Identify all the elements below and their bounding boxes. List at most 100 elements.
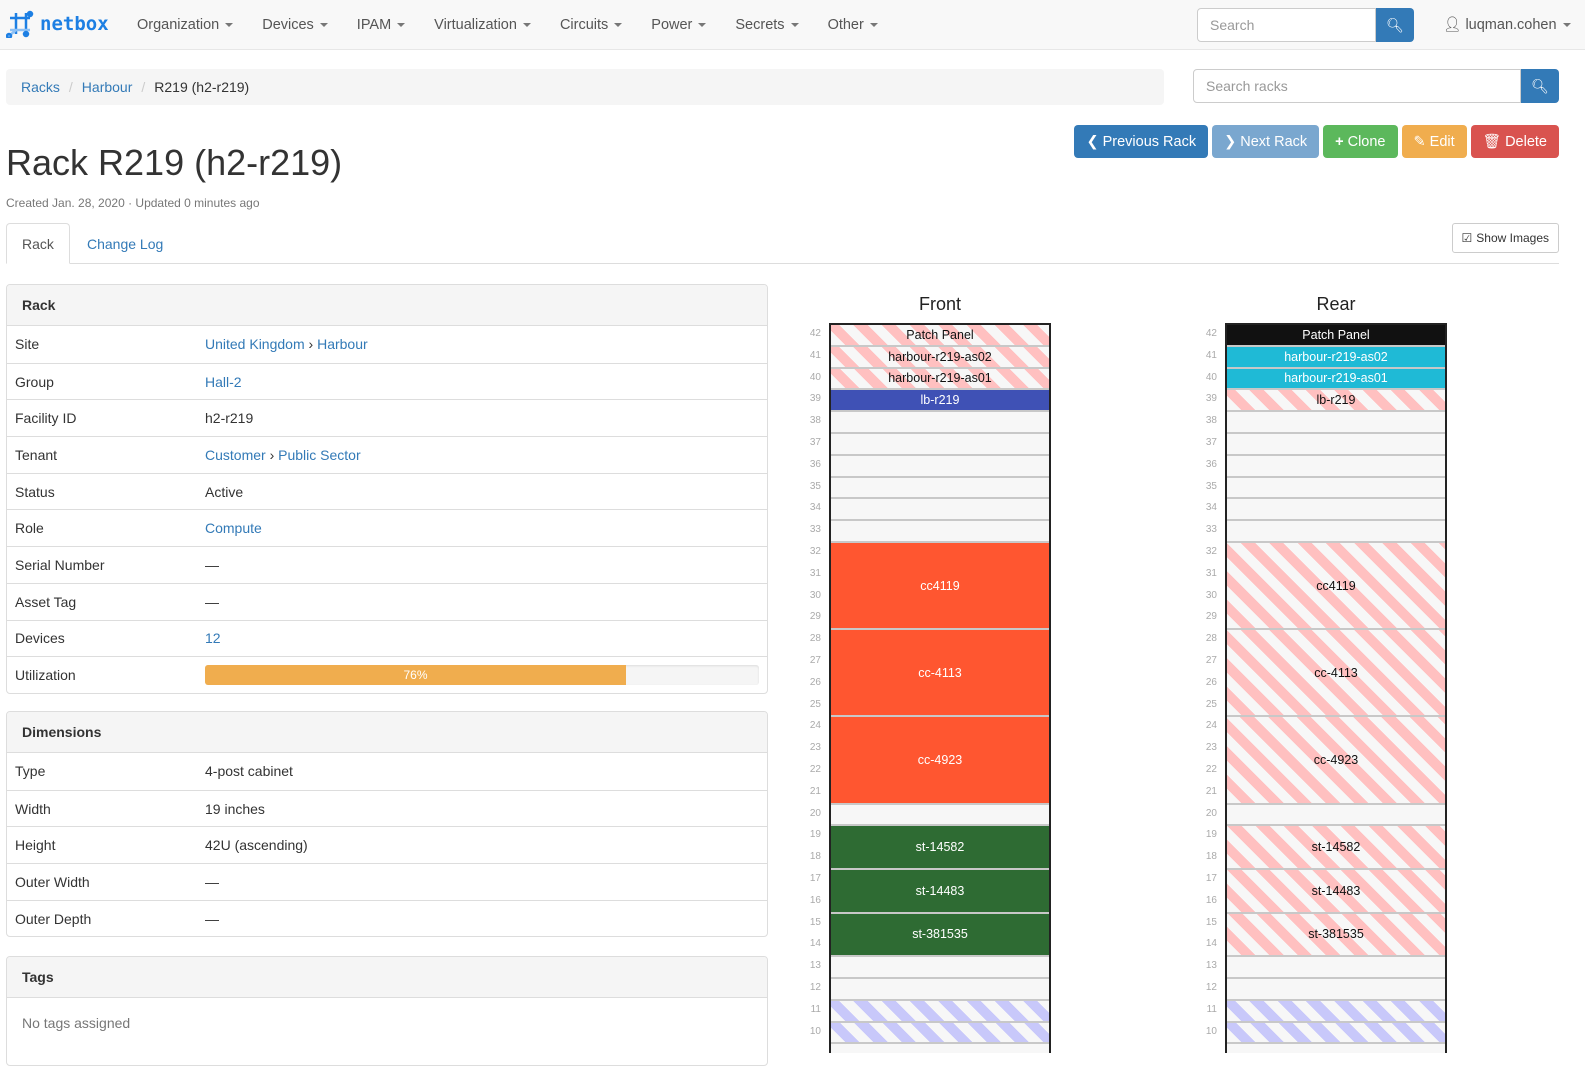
device-label: lb-r219 bbox=[920, 393, 960, 408]
empty-unit[interactable] bbox=[831, 478, 1049, 500]
next-rack-label: Next Rack bbox=[1240, 133, 1308, 150]
site-link[interactable]: Harbour bbox=[317, 336, 368, 353]
attr-label: Status bbox=[15, 483, 55, 500]
rack-device[interactable]: harbour-r219-as02 bbox=[1227, 346, 1445, 369]
unit-number: 19 bbox=[1205, 829, 1217, 841]
unit-number: 35 bbox=[809, 480, 821, 492]
netbox-logo[interactable]: netbox bbox=[6, 10, 109, 38]
empty-unit[interactable] bbox=[831, 805, 1049, 827]
attr-label: Site bbox=[15, 336, 40, 353]
unit-number: 38 bbox=[809, 415, 821, 427]
reserved-unit[interactable] bbox=[1227, 1022, 1445, 1045]
breadcrumb-site[interactable]: Harbour bbox=[81, 79, 133, 95]
tab-rack[interactable]: Rack bbox=[6, 223, 70, 264]
unit-number: 20 bbox=[809, 807, 821, 819]
empty-unit[interactable] bbox=[831, 957, 1049, 979]
delete-button[interactable]: 🗑︎ Delete bbox=[1470, 125, 1559, 158]
device-label: cc-4113 bbox=[918, 665, 962, 680]
menu-circuits[interactable]: Circuits bbox=[560, 17, 623, 33]
unit-number: 25 bbox=[1205, 698, 1217, 710]
empty-unit[interactable] bbox=[831, 412, 1049, 434]
rack-device[interactable]: Patch Panel bbox=[831, 325, 1049, 347]
show-images-button[interactable]: ☑ Show Images bbox=[1451, 223, 1559, 253]
empty-unit[interactable] bbox=[1227, 412, 1445, 434]
edit-label: Edit bbox=[1429, 133, 1455, 150]
rack-device[interactable]: harbour-r219-as01 bbox=[831, 368, 1049, 391]
rack-device[interactable]: cc-4923 bbox=[831, 717, 1049, 805]
rack-attributes: Site United Kingdom › Harbour Group Hall-2… bbox=[7, 326, 767, 693]
unit-number: 21 bbox=[1205, 785, 1217, 797]
search-icon: 🔍︎ bbox=[1531, 77, 1549, 94]
unit-number: 33 bbox=[1205, 524, 1217, 536]
empty-unit[interactable] bbox=[1227, 979, 1445, 1001]
edit-button[interactable]: ✎ Edit bbox=[1401, 125, 1467, 158]
menu-other[interactable]: Other bbox=[828, 17, 878, 33]
unit-number: 28 bbox=[809, 633, 821, 645]
empty-unit[interactable] bbox=[1227, 478, 1445, 500]
tab-change-log[interactable]: Change Log bbox=[87, 235, 164, 252]
empty-unit[interactable] bbox=[831, 499, 1049, 522]
rack-device[interactable]: cc4119 bbox=[1227, 543, 1445, 631]
empty-unit[interactable] bbox=[1227, 957, 1445, 979]
rack-device[interactable]: st-14483 bbox=[1227, 870, 1445, 914]
delete-label: Delete bbox=[1505, 133, 1547, 150]
reserved-unit[interactable] bbox=[831, 1000, 1049, 1023]
rack-device[interactable]: st-381535 bbox=[1227, 913, 1445, 958]
reserved-unit[interactable] bbox=[1227, 1000, 1445, 1023]
rack-device[interactable]: st-381535 bbox=[831, 913, 1049, 958]
clone-button[interactable]: + Clone bbox=[1323, 125, 1398, 158]
user-menu[interactable]: 👤︎ luqman.cohen bbox=[1443, 16, 1571, 33]
empty-unit[interactable] bbox=[1227, 434, 1445, 456]
breadcrumb-racks[interactable]: Racks bbox=[21, 79, 60, 95]
empty-unit[interactable] bbox=[1227, 805, 1445, 827]
rack-device[interactable]: st-14483 bbox=[831, 870, 1049, 914]
menu-devices[interactable]: Devices bbox=[262, 17, 328, 33]
reserved-unit[interactable] bbox=[831, 1022, 1049, 1045]
table-row: Facility ID h2-r219 bbox=[7, 399, 767, 436]
rack-device[interactable]: cc-4113 bbox=[1227, 630, 1445, 718]
rack-device[interactable]: st-14582 bbox=[1227, 826, 1445, 870]
rack-device[interactable]: st-14582 bbox=[831, 826, 1049, 870]
caret-down-icon bbox=[319, 23, 328, 28]
devices-link[interactable]: 12 bbox=[205, 630, 221, 647]
previous-rack-button[interactable]: ❮ Previous Rack bbox=[1074, 125, 1209, 158]
rack-device[interactable]: harbour-r219-as02 bbox=[831, 346, 1049, 369]
rack-device[interactable]: lb-r219 bbox=[831, 390, 1049, 413]
rack-search-button[interactable]: 🔍︎ bbox=[1521, 69, 1559, 103]
rack-device[interactable]: Patch Panel bbox=[1227, 325, 1445, 347]
tenant-group-link[interactable]: Customer bbox=[205, 446, 266, 463]
action-buttons: ❮ Previous Rack ❯ Next Rack + Clone ✎ Edit 🗑… bbox=[1074, 125, 1559, 158]
empty-unit[interactable] bbox=[831, 456, 1049, 478]
caret-down-icon bbox=[614, 23, 623, 28]
rack-search-input[interactable]: Search racks bbox=[1193, 69, 1521, 103]
empty-unit[interactable] bbox=[831, 979, 1049, 1001]
menu-secrets[interactable]: Secrets bbox=[735, 17, 799, 33]
chevron-right-icon: ❯ bbox=[1224, 133, 1237, 150]
empty-unit[interactable] bbox=[831, 521, 1049, 543]
menu-virtualization[interactable]: Virtualization bbox=[434, 17, 531, 33]
rack-device[interactable]: harbour-r219-as01 bbox=[1227, 368, 1445, 391]
next-rack-button[interactable]: ❯ Next Rack bbox=[1212, 125, 1320, 158]
empty-unit[interactable] bbox=[831, 434, 1049, 456]
empty-unit[interactable] bbox=[1227, 456, 1445, 478]
region-link[interactable]: United Kingdom bbox=[205, 336, 305, 353]
device-label: st-381535 bbox=[1308, 927, 1364, 942]
previous-rack-label: Previous Rack bbox=[1102, 133, 1197, 150]
empty-unit[interactable] bbox=[1227, 499, 1445, 522]
unit-number: 29 bbox=[1205, 611, 1217, 623]
table-row: Site United Kingdom › Harbour bbox=[7, 326, 767, 363]
rack-device[interactable]: cc-4113 bbox=[831, 630, 1049, 718]
tenant-link[interactable]: Public Sector bbox=[278, 446, 361, 463]
menu-ipam[interactable]: IPAM bbox=[357, 17, 406, 33]
rack-device[interactable]: cc-4923 bbox=[1227, 717, 1445, 805]
menu-power[interactable]: Power bbox=[651, 17, 707, 33]
role-link[interactable]: Compute bbox=[205, 520, 262, 537]
table-row: Utilization 76% bbox=[7, 656, 767, 693]
menu-organization[interactable]: Organization bbox=[137, 17, 234, 33]
rack-device[interactable]: lb-r219 bbox=[1227, 390, 1445, 413]
global-search-input[interactable]: Search bbox=[1197, 8, 1376, 42]
rack-device[interactable]: cc4119 bbox=[831, 543, 1049, 631]
group-link[interactable]: Hall-2 bbox=[205, 373, 242, 390]
global-search-button[interactable]: 🔍︎ bbox=[1376, 8, 1414, 42]
empty-unit[interactable] bbox=[1227, 521, 1445, 543]
